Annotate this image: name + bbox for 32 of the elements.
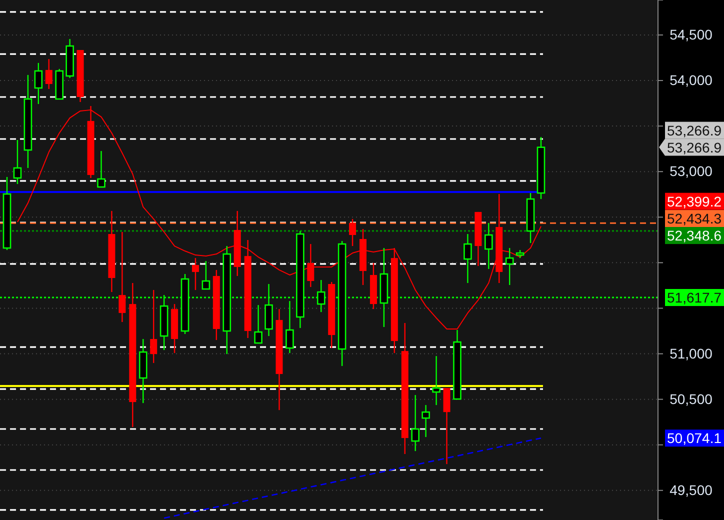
text: 53,266.9 [667,122,722,138]
candlestick [150,289,158,364]
candlestick [307,243,314,288]
line-series [163,437,542,519]
candlestick [192,257,199,291]
candlestick [34,62,43,105]
candlestick [484,222,493,270]
candlestick [13,139,22,185]
candlestick [422,404,430,438]
candlestick [45,58,52,90]
text: 52,399.2 [667,193,722,210]
candlestick [505,247,514,286]
candlestick [202,260,210,290]
candlestick [254,304,262,344]
candlestick [118,231,126,323]
candlestick [432,355,440,406]
y-tick-label: 54,000 [670,72,713,88]
ref-line-label: 52,434.3 [667,210,722,227]
candlestick [97,150,106,188]
ref-line-label: 52,348.6 [667,228,722,244]
y-tick-label: 54,500 [670,26,713,42]
y-tick-label: 53,000 [670,163,713,180]
y-tick-label: 49,500 [670,482,713,498]
y-tick-label: 51,000 [670,345,713,362]
text: 53,266.9 [667,139,722,156]
text: 50,074.1 [667,430,722,446]
y-tick-label: 50,500 [670,390,713,407]
candlestick [464,233,472,284]
candlestick [286,300,294,354]
candlestick [411,394,420,452]
candlestick [349,218,356,247]
ref-line-label: 51,617.7 [667,290,722,306]
